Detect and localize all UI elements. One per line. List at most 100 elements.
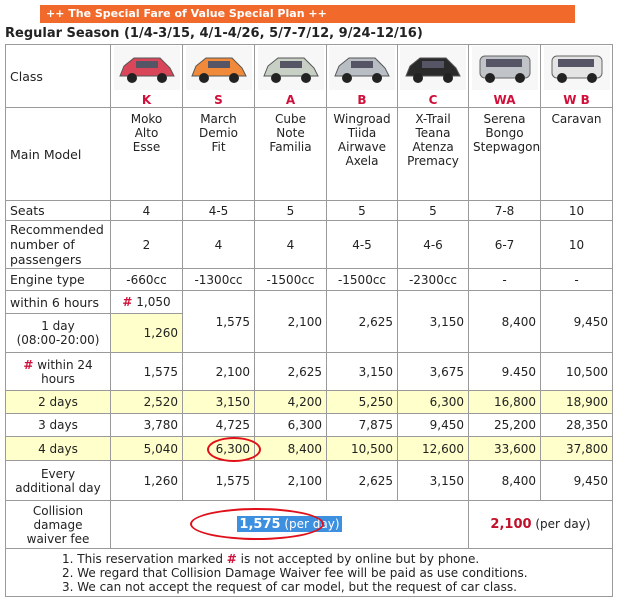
table-cell: 10,500 (326, 436, 398, 461)
table-row: within 6 hours # 1,050 1,575 2,100 2,625 3,15… (5, 290, 613, 353)
table-cell: 18,900 (540, 390, 613, 414)
text-line: number of (10, 237, 75, 252)
text-line: Wingroad (333, 112, 391, 126)
table-row: Recommended number of passengers 2 4 4 4-5 4-6 6… (5, 220, 613, 269)
table-row: 3 days 3,780 4,725 6,300 7,875 9,450 25,200 28,… (5, 413, 613, 437)
table-cell: -660cc (110, 268, 183, 291)
table-cell: 2,625 (326, 460, 398, 501)
table-cell: March Demio Fit (182, 107, 255, 201)
car-image (113, 45, 180, 90)
table-cell: 2,520 (110, 390, 183, 414)
table-cell: within 6 hours (5, 290, 111, 314)
table-cell: 8,400 (254, 436, 327, 461)
table-cell: 4,200 (254, 390, 327, 414)
text-line: X-Trail (415, 112, 451, 126)
note: 3. We can not accept the request of car … (62, 580, 608, 594)
class-letter: C (428, 92, 438, 107)
title: Regular Season (1/4-3/15, 4/1-4/26, 5/7-… (5, 26, 423, 41)
table-row: Every additional day 1,260 1,575 2,100 2,625 3… (5, 460, 613, 501)
table-cell: 2,625 (326, 290, 398, 353)
table-cell: Class (5, 44, 111, 108)
fare-table: Class K S A B C WA W B Main Model Moko Alto Esse Mar… (5, 44, 613, 597)
table-cell: 1,260 (110, 313, 183, 353)
table-cell: 3,150 (182, 390, 255, 414)
table-cell: 2,100 (182, 352, 255, 391)
text-line: hours (41, 371, 75, 386)
table-cell: X-Trail Teana Atenza Premacy (397, 107, 469, 201)
table-cell: Main Model (5, 107, 111, 201)
note: 1. This reservation marked # is not acce… (62, 552, 608, 566)
text-line: Serena (483, 112, 526, 126)
text-line: Teana (415, 126, 451, 140)
class-letter: WA (493, 92, 516, 107)
table-cell: WA (468, 44, 541, 108)
class-letter: S (214, 92, 223, 107)
table-cell: 1. This reservation marked # is not acce… (5, 548, 613, 597)
table-cell: Every additional day (5, 460, 111, 501)
table-row: Main Model Moko Alto Esse March Demio Fit Cube N… (5, 107, 613, 201)
table-cell: Caravan (540, 107, 613, 201)
table-cell: 4 (254, 220, 327, 269)
table-cell: 1,575 (182, 290, 255, 353)
text-line: passengers (10, 252, 82, 267)
table-row: Class K S A B C WA W B (5, 44, 613, 108)
table-cell: K (110, 44, 183, 108)
table-cell: 6,300 (397, 390, 469, 414)
table-cell: 2,625 (254, 352, 327, 391)
marker: # (122, 295, 133, 309)
text-line: Caravan (551, 112, 602, 126)
text-line: Note (276, 126, 305, 140)
table-cell: 1,260 (110, 460, 183, 501)
table-cell: W B (540, 44, 613, 108)
class-letter: W B (563, 92, 590, 107)
table-cell: 6,300 (254, 413, 327, 437)
table-cell: 4 (182, 220, 255, 269)
text-line: Demio (199, 126, 238, 140)
text-line: Tiida (347, 126, 377, 140)
text-line: Every (40, 466, 76, 481)
car-image (185, 45, 252, 90)
table-cell: 4-6 (397, 220, 469, 269)
text-line: Recommended (10, 222, 104, 237)
text-line: March (200, 112, 237, 126)
table-cell: 37,800 (540, 436, 613, 461)
table-cell: Collision damage waiver fee (5, 500, 111, 549)
table-cell: 5 (326, 200, 398, 221)
note-text: is not accepted by online but by phone. (236, 551, 480, 566)
table-cell: 1 day (08:00-20:00) (5, 313, 111, 353)
highlight-ellipse (207, 437, 261, 462)
table-row: Seats 4 4-5 5 5 5 7-8 10 (5, 200, 613, 221)
highlight-ellipse (190, 508, 324, 540)
price: 1,050 (136, 295, 171, 309)
table-cell: Wingroad Tiida Airwave Axela (326, 107, 398, 201)
table-cell: 2,100 (254, 290, 327, 353)
text-line: Fit (211, 140, 226, 154)
table-cell: 10 (540, 220, 613, 269)
table-cell: 28,350 (540, 413, 613, 437)
text-line: Moko (130, 112, 163, 126)
text-line: Atenza (412, 140, 454, 154)
table-cell: 5 (397, 200, 469, 221)
marker: # (226, 551, 237, 566)
table-cell: 10,500 (540, 352, 613, 391)
table-cell: 2 (110, 220, 183, 269)
table-cell: 2 days (5, 390, 111, 414)
table-cell: 4-5 (182, 200, 255, 221)
table-cell: 9,450 (540, 290, 613, 353)
marker: # (23, 357, 34, 372)
table-row: 2 days 2,520 3,150 4,200 5,250 6,300 16,800 18,… (5, 390, 613, 414)
table-cell: 2,100 (per day) (468, 500, 613, 549)
label: within 24 (37, 357, 93, 372)
table-cell: 7-8 (468, 200, 541, 221)
unit: (per day) (535, 517, 591, 531)
table-row: Engine type -660cc -1300cc -1500cc -1500cc -2… (5, 268, 613, 291)
car-image (257, 45, 324, 90)
note-text: 3. We can not accept the request of car … (62, 579, 517, 594)
table-cell: 3,150 (326, 352, 398, 391)
table-cell: S (182, 44, 255, 108)
table-cell: Recommended number of passengers (5, 220, 111, 269)
class-letter: B (357, 92, 367, 107)
class-letter: K (141, 92, 152, 107)
car-image (543, 45, 610, 90)
